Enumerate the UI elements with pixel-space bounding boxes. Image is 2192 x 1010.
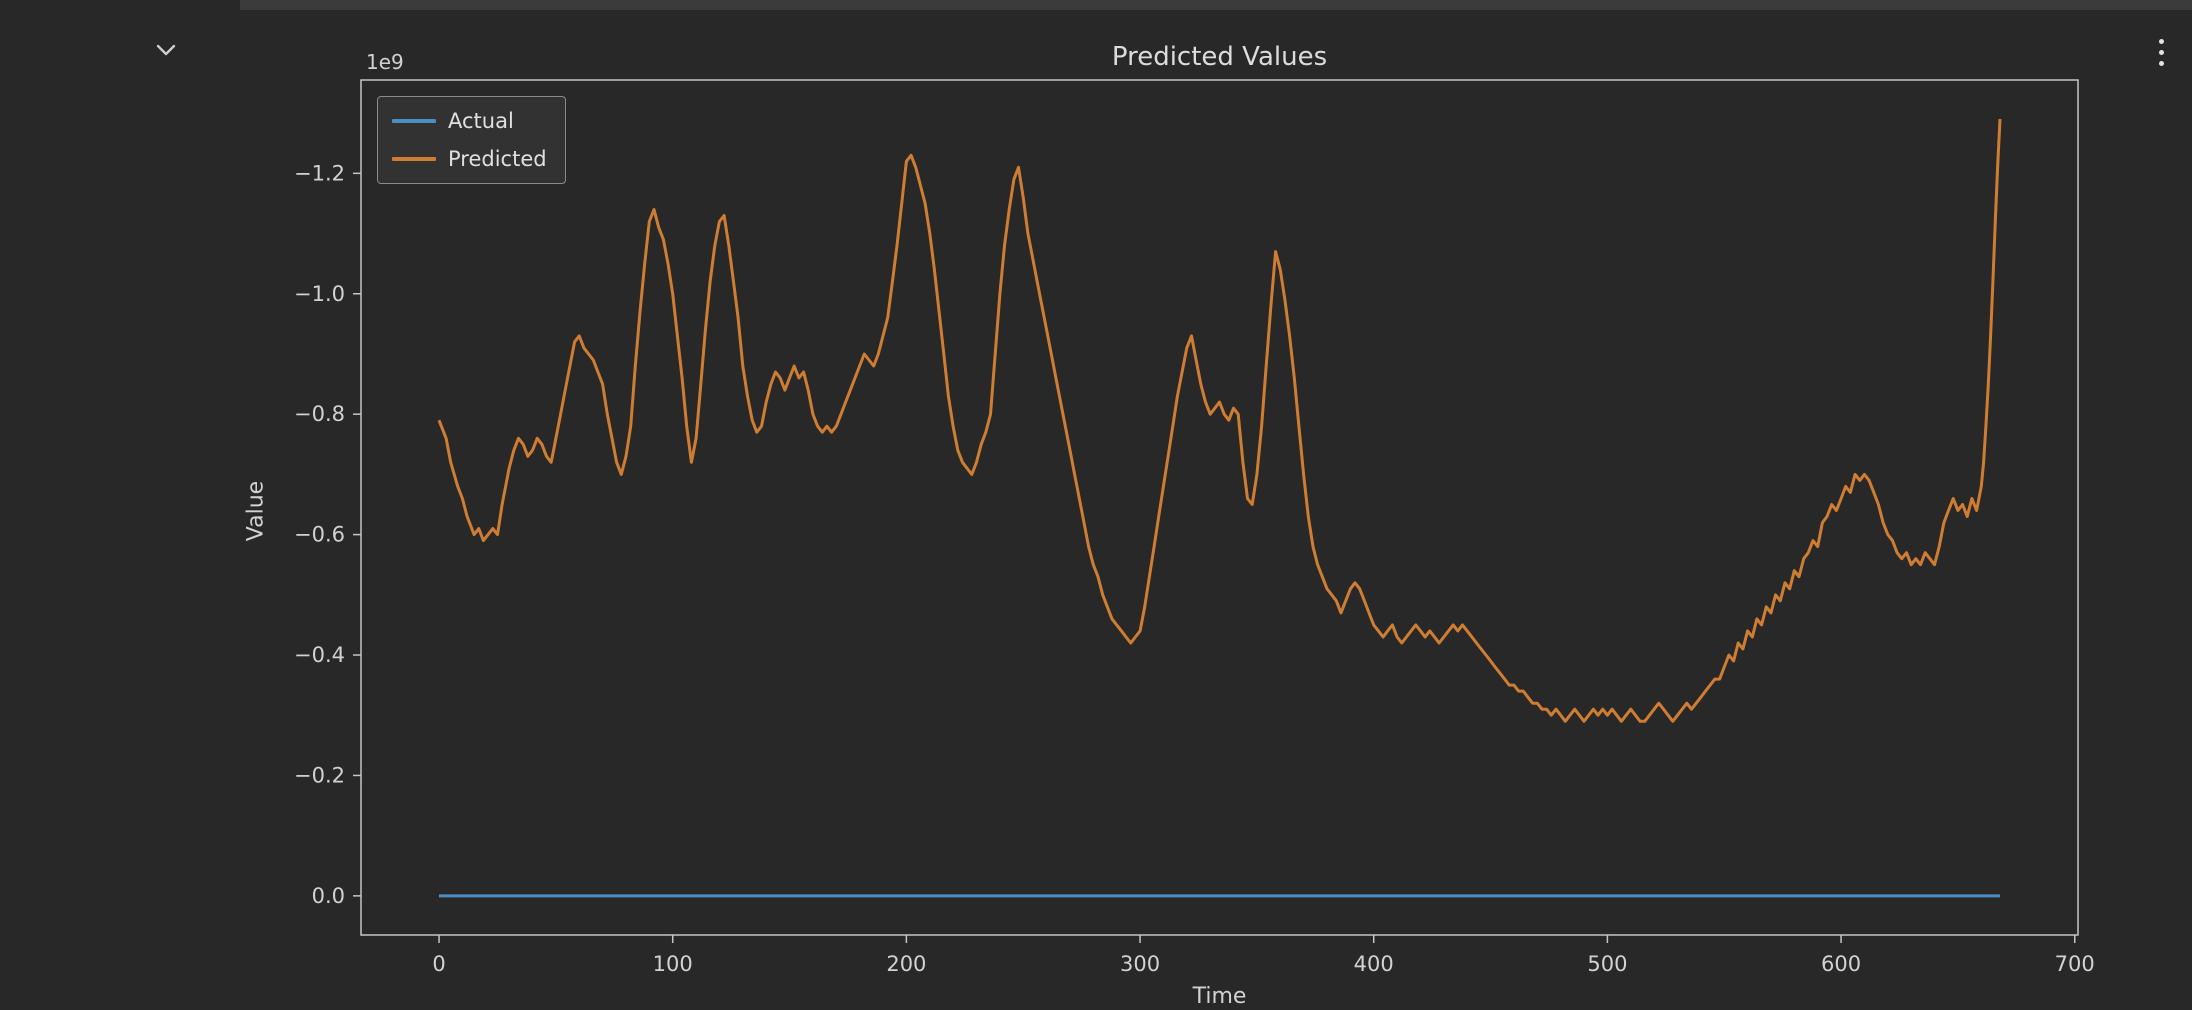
legend-line-sample <box>392 157 436 161</box>
legend-entry-actual: Actual <box>392 109 547 133</box>
chart-legend: Actual Predicted <box>377 96 566 184</box>
y-tick-label: −0.2 <box>294 763 345 787</box>
x-tick-label: 300 <box>1120 952 1160 976</box>
legend-entry-predicted: Predicted <box>392 147 547 171</box>
kebab-menu-icon <box>2158 60 2164 66</box>
legend-label: Predicted <box>448 147 547 171</box>
y-tick-label: 0.0 <box>312 884 345 908</box>
x-tick-label: 100 <box>653 952 693 976</box>
y-tick-label: −1.2 <box>294 161 345 185</box>
y-tick-label: −0.8 <box>294 402 345 426</box>
chevron-down-icon <box>156 44 176 56</box>
x-tick-label: 600 <box>1821 952 1861 976</box>
x-tick-label: 200 <box>886 952 926 976</box>
x-axis-label: Time <box>1192 984 1247 1009</box>
plot-frame <box>360 79 2079 936</box>
y-axis-offset-text: 1e9 <box>366 50 404 74</box>
x-tick-label: 500 <box>1587 952 1627 976</box>
kebab-menu-icon <box>2158 49 2164 55</box>
kebab-menu-icon <box>2158 38 2164 44</box>
legend-label: Actual <box>448 109 514 133</box>
series-line-predicted <box>437 119 2002 723</box>
y-tick-label: −1.0 <box>294 282 345 306</box>
top-strip <box>240 0 2192 10</box>
y-tick-label: −0.4 <box>294 643 345 667</box>
collapse-output-button[interactable] <box>150 36 182 64</box>
x-tick-label: 0 <box>432 952 445 976</box>
y-tick-label: −0.6 <box>294 523 345 547</box>
legend-line-sample <box>392 119 436 123</box>
y-axis-label: Value <box>243 480 269 542</box>
more-options-button[interactable] <box>2148 30 2174 74</box>
chart-title: Predicted Values <box>1111 42 1328 72</box>
x-tick-label: 400 <box>1354 952 1394 976</box>
x-tick-label: 700 <box>2055 952 2095 976</box>
